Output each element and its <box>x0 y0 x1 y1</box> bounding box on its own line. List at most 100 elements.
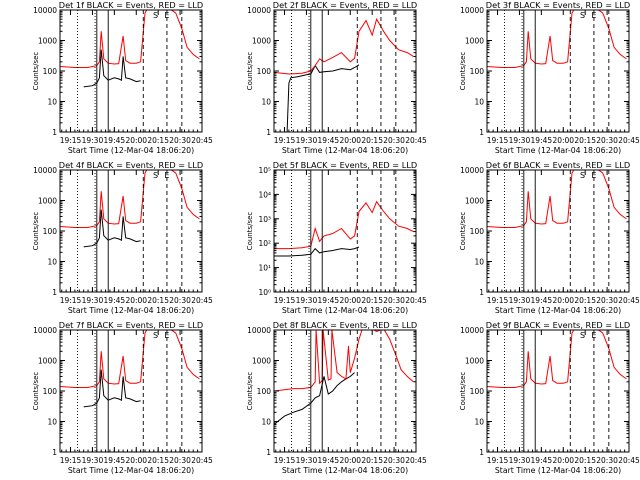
y-tick-label: 100 <box>43 227 58 236</box>
series-lld-line <box>274 330 414 392</box>
x-tick-label: 19:45 <box>531 296 553 305</box>
x-tick-label: 20:30 <box>596 136 618 145</box>
y-tick-label: 10 <box>261 98 271 107</box>
y-tick-label: 1000 <box>465 197 484 206</box>
x-tick-label: 19:15 <box>487 136 509 145</box>
x-tick-label: 20:45 <box>405 456 427 465</box>
panel-title: Det 4f BLACK = Events, RED = LLD <box>59 160 203 170</box>
y-tick-label: 1000 <box>252 357 271 366</box>
x-tick-label: 19:15 <box>60 296 82 305</box>
y-tick-label: 1000 <box>465 37 484 46</box>
x-tick-label: 20:45 <box>191 296 213 305</box>
y-tick-label: 100 <box>43 67 58 76</box>
x-tick-label: 19:45 <box>531 136 553 145</box>
y-tick-label: 1 <box>52 448 57 457</box>
x-tick-label: 20:30 <box>383 456 405 465</box>
panel-title: Det 9f BLACK = Events, RED = LLD <box>486 320 630 330</box>
series-events-line <box>83 209 141 248</box>
y-tick-label: 1 <box>479 288 484 297</box>
x-tick-label: 19:45 <box>104 456 126 465</box>
x-tick-label: 19:15 <box>60 456 82 465</box>
x-tick-label: 20:45 <box>618 136 640 145</box>
x-axis-label: Start Time (12-Mar-04 18:06:20) <box>282 146 408 155</box>
x-tick-label: 20:30 <box>383 136 405 145</box>
x-tick-label: 20:15 <box>361 456 383 465</box>
y-tick-label: 100 <box>470 387 485 396</box>
annotation-label: E <box>591 11 596 20</box>
x-tick-label: 19:30 <box>82 296 104 305</box>
annotation-label: E <box>591 171 596 180</box>
y-tick-label: 10000 <box>460 166 484 175</box>
x-tick-label: 19:30 <box>296 136 318 145</box>
x-tick-label: 20:00 <box>339 136 361 145</box>
x-tick-label: 20:15 <box>361 136 383 145</box>
y-tick-label: 100 <box>257 67 272 76</box>
x-tick-label: 20:30 <box>169 136 191 145</box>
x-axis-label: Start Time (12-Mar-04 18:06:20) <box>495 466 621 475</box>
x-axis-label: Start Time (12-Mar-04 18:06:20) <box>68 146 194 155</box>
x-tick-label: 19:15 <box>274 296 296 305</box>
x-tick-label: 20:30 <box>169 456 191 465</box>
annotation-label: E <box>591 331 596 340</box>
annotation-label: S <box>580 331 585 340</box>
x-tick-label: 20:00 <box>339 296 361 305</box>
y-tick-label: 1 <box>52 128 57 137</box>
x-tick-label: 20:00 <box>125 296 147 305</box>
series-events-line <box>286 64 360 132</box>
y-tick-label: 1 <box>266 448 271 457</box>
x-axis-label: Start Time (12-Mar-04 18:06:20) <box>282 466 408 475</box>
x-tick-label: 20:15 <box>574 456 596 465</box>
x-tick-label: 20:15 <box>147 136 169 145</box>
y-tick-label: 1 <box>52 288 57 297</box>
x-tick-label: 20:30 <box>383 296 405 305</box>
x-tick-label: 20:00 <box>552 296 574 305</box>
y-axis-label: Counts/sec <box>32 372 40 411</box>
x-tick-label: 20:45 <box>405 296 427 305</box>
y-tick-label: 100 <box>43 387 58 396</box>
y-axis-label: Counts/sec <box>246 52 254 91</box>
y-axis-label: Counts/sec <box>459 52 467 91</box>
series-lld-line <box>487 330 627 388</box>
x-tick-label: 19:45 <box>104 136 126 145</box>
y-tick-label: 10000 <box>247 6 271 15</box>
y-axis-label: Counts/sec <box>246 212 254 251</box>
x-tick-label: 20:30 <box>169 296 191 305</box>
x-axis-label: Start Time (12-Mar-04 18:06:20) <box>495 146 621 155</box>
y-tick-label: 100 <box>470 67 485 76</box>
panel-title: Det 3f BLACK = Events, RED = LLD <box>486 0 630 10</box>
y-tick-label: 100 <box>257 387 272 396</box>
y-tick-label: 10000 <box>460 6 484 15</box>
y-tick-label: 10000 <box>33 326 57 335</box>
panel-title: Det 2f BLACK = Events, RED = LLD <box>273 0 417 10</box>
x-tick-label: 20:15 <box>147 456 169 465</box>
x-tick-label: 20:15 <box>574 296 596 305</box>
y-tick-label: 10⁴ <box>258 190 271 199</box>
y-tick-label: 10 <box>47 258 57 267</box>
x-tick-label: 19:30 <box>296 456 318 465</box>
x-axis-label: Start Time (12-Mar-04 18:06:20) <box>68 306 194 315</box>
y-tick-label: 10¹ <box>258 264 271 273</box>
annotation-label: S <box>580 11 585 20</box>
x-tick-label: 20:45 <box>405 136 427 145</box>
panel-title: Det 1f BLACK = Events, RED = LLD <box>59 0 203 10</box>
x-tick-label: 20:00 <box>339 456 361 465</box>
series-lld-line <box>60 330 200 388</box>
x-tick-label: 20:45 <box>191 456 213 465</box>
series-lld-line <box>274 200 414 250</box>
y-tick-label: 1 <box>479 448 484 457</box>
x-axis-label: Start Time (12-Mar-04 18:06:20) <box>495 306 621 315</box>
y-tick-label: 10000 <box>33 166 57 175</box>
x-tick-label: 19:30 <box>82 136 104 145</box>
series-lld-line <box>60 170 200 228</box>
panel-title: Det 6f BLACK = Events, RED = LLD <box>486 160 630 170</box>
y-tick-label: 1 <box>266 128 271 137</box>
x-axis-label: Start Time (12-Mar-04 18:06:20) <box>282 306 408 315</box>
x-tick-label: 19:45 <box>318 136 340 145</box>
annotation-label: S <box>153 11 158 20</box>
x-tick-label: 20:15 <box>574 136 596 145</box>
x-tick-label: 19:30 <box>509 296 531 305</box>
